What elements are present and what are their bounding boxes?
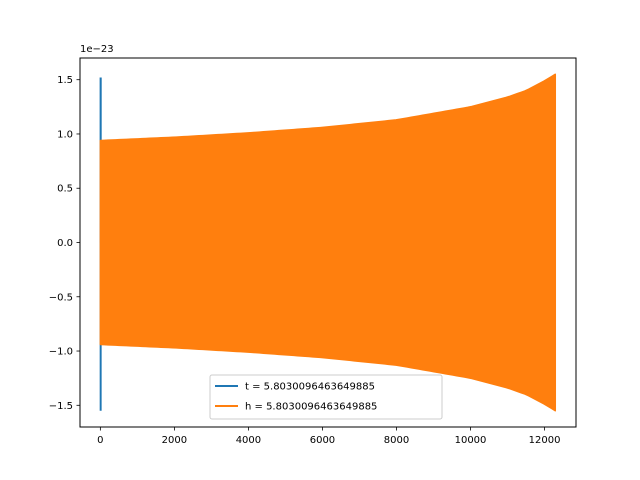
y-offset-label: 1e−23	[80, 44, 114, 55]
plot-series	[99, 73, 557, 412]
legend-label-0: t = 5.8030096463649885	[245, 382, 375, 393]
y-tick-label: 0.5	[57, 184, 73, 195]
y-tick-label: 1.0	[57, 129, 73, 140]
x-tick-label: 4000	[236, 435, 261, 446]
x-tick-label: 12000	[529, 435, 561, 446]
x-axis: 0 2000 4000 6000 8000 10000 12000	[97, 427, 560, 446]
y-tick-label: 1.5	[57, 75, 73, 86]
x-tick-label: 0	[97, 435, 103, 446]
legend: t = 5.8030096463649885 h = 5.803009646364…	[209, 374, 443, 420]
series-1-area	[99, 73, 557, 412]
y-tick-label: −0.5	[49, 292, 73, 303]
x-tick-label: 2000	[162, 435, 187, 446]
y-tick-label: −1.5	[49, 401, 73, 412]
y-tick-label: 0.0	[57, 238, 73, 249]
legend-box	[209, 374, 443, 420]
legend-label-1: h = 5.8030096463649885	[245, 402, 377, 413]
x-tick-label: 6000	[310, 435, 335, 446]
x-tick-label: 10000	[455, 435, 487, 446]
x-tick-label: 8000	[384, 435, 409, 446]
y-tick-label: −1.0	[49, 347, 73, 358]
y-axis: −1.5 −1.0 −0.5 0.0 0.5 1.0 1.5	[49, 75, 80, 412]
